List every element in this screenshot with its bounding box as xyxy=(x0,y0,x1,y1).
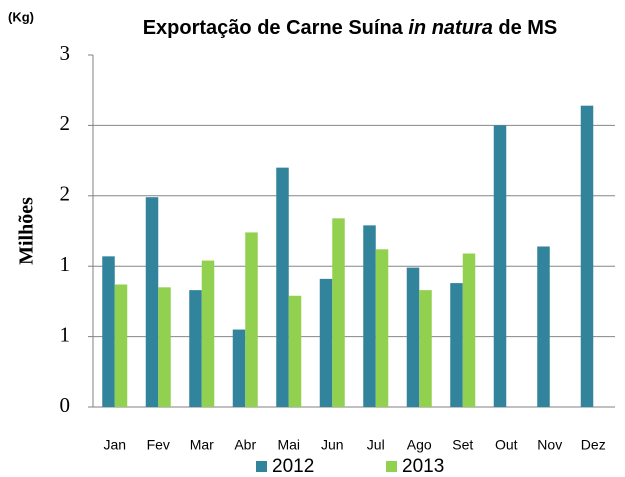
title-part: Exportação de Carne Suína xyxy=(143,17,409,39)
bar xyxy=(332,218,345,407)
bar xyxy=(462,253,476,407)
bar xyxy=(375,249,389,407)
bar xyxy=(288,295,302,407)
legend-swatch xyxy=(256,461,267,472)
x-tick-label: Set xyxy=(452,437,473,453)
bar xyxy=(419,290,432,407)
x-tick-label: Jun xyxy=(321,437,344,453)
y-tick-label: 0 xyxy=(60,393,71,417)
x-tick-label: Fev xyxy=(147,437,170,453)
y-tick-label: 2 xyxy=(60,111,71,135)
x-tick-label: Abr xyxy=(234,437,256,453)
x-tick-label: Dez xyxy=(581,437,606,453)
x-tick-label: Jan xyxy=(103,437,126,453)
y-tick-label: 2 xyxy=(60,182,71,206)
bar xyxy=(276,167,289,407)
legend-label: 2012 xyxy=(272,456,314,477)
bar xyxy=(406,267,420,407)
y-tick-label: 1 xyxy=(60,322,71,346)
bar xyxy=(114,284,128,407)
bar xyxy=(189,290,202,407)
bar xyxy=(319,278,333,407)
bar xyxy=(102,256,115,407)
chart-title: Exportação de Carne Suína in natura de M… xyxy=(143,17,558,39)
y-tick-label: 3 xyxy=(60,41,71,65)
title-part: de MS xyxy=(493,17,557,39)
bar xyxy=(537,246,550,407)
bar xyxy=(245,232,258,407)
x-tick-label: Nov xyxy=(537,437,562,453)
bar xyxy=(363,225,376,407)
legend-swatch xyxy=(386,461,397,472)
unit-label: (Kg) xyxy=(8,9,34,24)
y-tick-label: 1 xyxy=(60,252,71,276)
bar xyxy=(450,283,463,407)
bar xyxy=(580,105,594,408)
x-tick-label: Mai xyxy=(277,437,300,453)
bar xyxy=(493,125,507,408)
y-axis-label: Milhões xyxy=(16,197,38,265)
bar xyxy=(145,197,159,407)
x-tick-label: Out xyxy=(495,437,518,453)
bar xyxy=(232,329,246,407)
bar xyxy=(201,260,215,407)
legend-label: 2013 xyxy=(402,456,444,477)
x-tick-label: Ago xyxy=(407,437,432,453)
bar xyxy=(158,287,171,407)
title-part: in natura xyxy=(408,17,492,39)
x-tick-label: Mar xyxy=(190,437,214,453)
x-tick-label: Jul xyxy=(367,437,385,453)
